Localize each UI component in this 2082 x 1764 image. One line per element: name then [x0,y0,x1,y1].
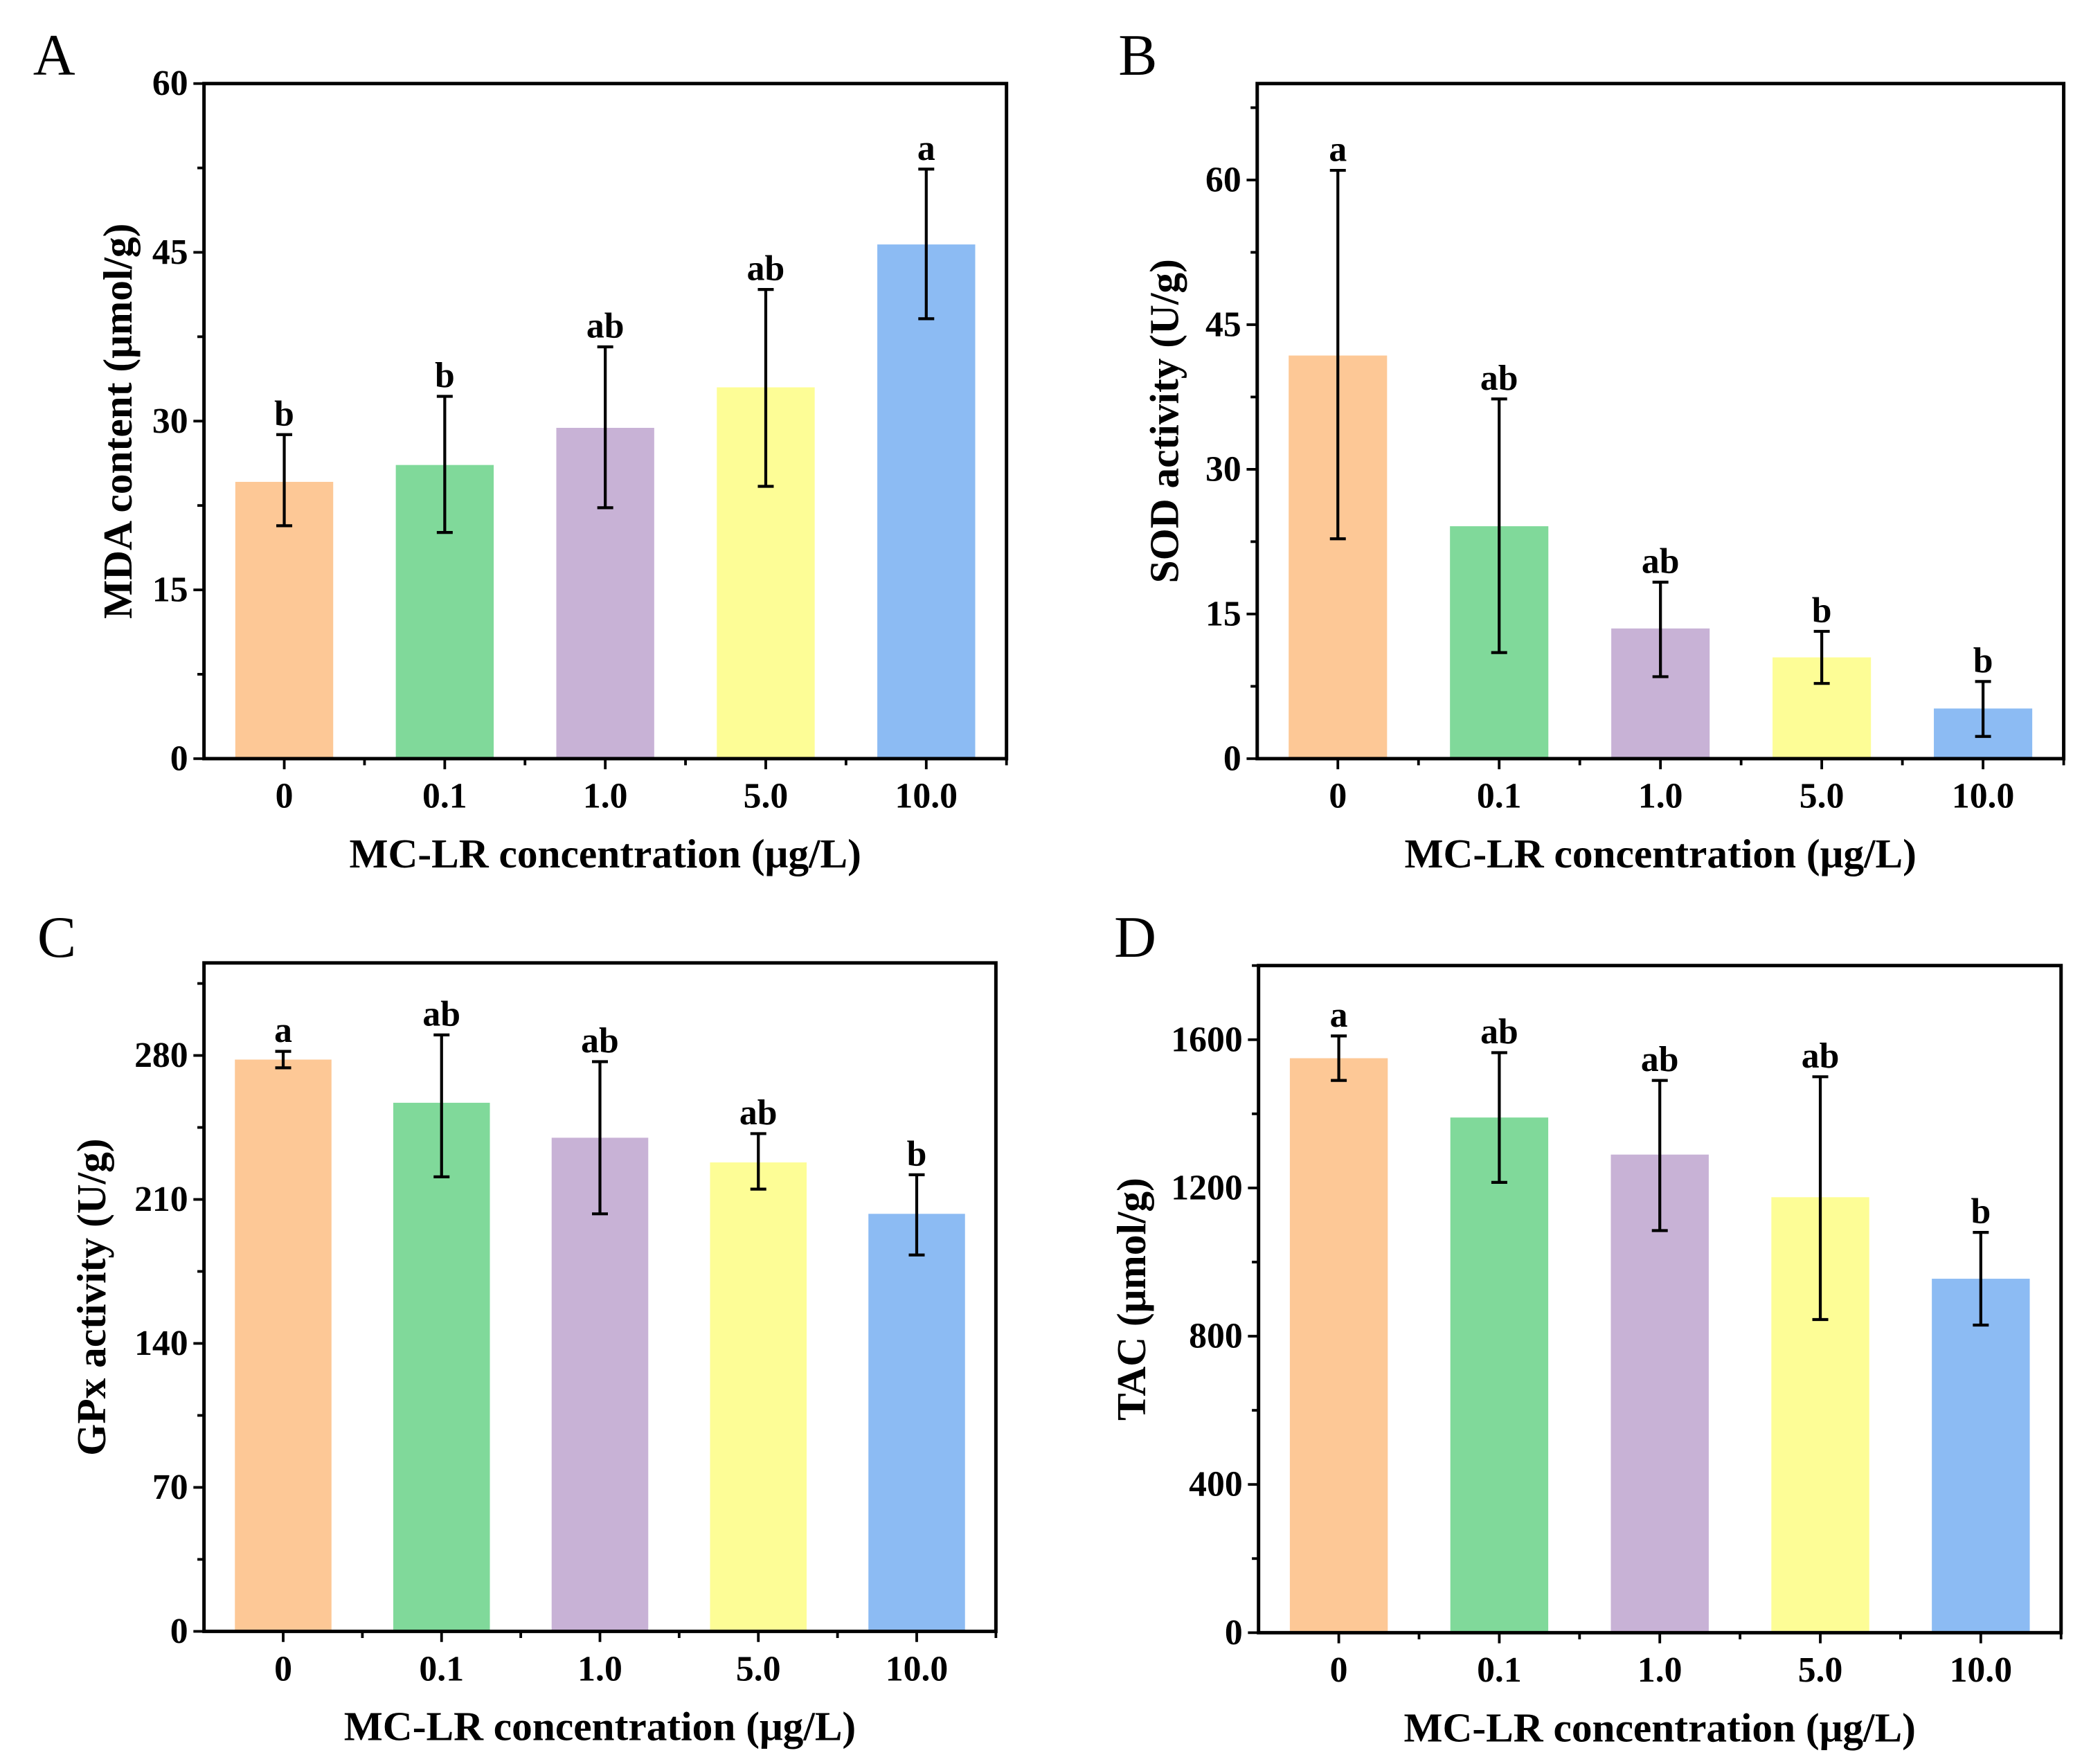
plot-frame [202,82,1009,761]
y-tick-label: 280 [134,1036,188,1075]
significance-label: b [1973,641,1993,681]
panel-B: Ba 0 ab 0.1 ab 1.0 b 5.0 b 10.0 0 15 30 45 60 MC-LR con… [1118,24,2066,876]
significance-label: ab [1641,1040,1679,1079]
x-tick-label: 5.0 [744,777,789,816]
significance-label: ab [422,994,460,1034]
x-tick-label: 0.1 [1477,1650,1522,1690]
x-axis-label: MC-LR concentration (μg/L) [349,831,861,876]
panel-label: B [1118,24,1157,88]
x-tick-label: 0.1 [1477,777,1522,816]
x-tick-label: 5.0 [1798,1650,1843,1690]
y-tick-label: 1600 [1171,1020,1242,1059]
x-tick-label: 10.0 [886,1649,949,1689]
y-tick-label: 15 [1205,594,1241,633]
y-tick-label: 0 [170,739,188,778]
y-tick-label: 45 [1205,305,1241,344]
significance-label: a [1329,130,1347,170]
y-axis-label: GPx activity (U/g) [69,1138,114,1455]
x-axis-label: MC-LR concentration (μg/L) [1404,831,1916,876]
significance-label: ab [747,249,785,289]
significance-label: b [907,1134,927,1173]
bar [1450,1117,1549,1633]
panel-label: D [1114,906,1156,970]
y-tick-label: 30 [1205,449,1241,489]
plot-frame [1257,964,2063,1635]
bar [1932,1279,2030,1633]
significance-label: ab [581,1021,619,1061]
bar [551,1137,649,1632]
panel-label: C [37,906,76,970]
plot-frame [202,961,998,1633]
y-tick-label: 70 [152,1468,188,1507]
y-tick-label: 210 [134,1180,188,1219]
significance-label: ab [586,307,625,346]
bar [235,1059,332,1632]
significance-label: ab [1802,1036,1840,1076]
x-tick-label: 0 [274,1649,292,1689]
y-tick-label: 1200 [1171,1168,1242,1207]
panel-A: Ab 0 b 0.1 ab 1.0 ab 5.0 a 10.0 0 15 30 45 60 MC-LR con… [33,24,1009,876]
bar [393,1102,490,1632]
significance-label: b [435,356,455,395]
y-tick-label: 140 [134,1324,188,1363]
x-tick-label: 1.0 [1638,777,1683,816]
x-tick-label: 10.0 [895,777,958,816]
panel-label: A [33,24,75,88]
y-tick-label: 60 [152,64,188,103]
bar [1610,1154,1709,1633]
significance-label: ab [1480,359,1518,398]
x-tick-label: 5.0 [736,1649,781,1689]
bar [1289,1058,1388,1633]
significance-label: ab [739,1093,778,1133]
significance-label: b [274,394,294,433]
significance-label: b [1971,1192,1991,1232]
panel-D: Da 0 ab 0.1 ab 1.0 ab 5.0 b 10.0 0 400 800 1200 1600 MC… [1109,906,2063,1750]
y-axis-label: TAC (μmol/g) [1109,1178,1154,1421]
x-tick-label: 5.0 [1800,777,1845,816]
x-axis-label: MC-LR concentration (μg/L) [1403,1704,1915,1750]
significance-label: ab [1480,1012,1518,1052]
y-tick-label: 60 [1205,161,1241,200]
bar [235,482,334,759]
significance-label: b [1812,591,1832,631]
y-tick-label: 15 [152,570,188,610]
x-tick-label: 1.0 [577,1649,622,1689]
significance-label: ab [1642,541,1680,581]
y-tick-label: 0 [1225,1613,1243,1653]
plot-frame [1255,82,2066,761]
x-tick-label: 1.0 [1637,1650,1682,1690]
y-tick-label: 0 [170,1612,188,1651]
y-axis-label: MDA content (μmol/g) [95,224,141,619]
y-tick-label: 800 [1189,1317,1243,1356]
x-axis-label: MC-LR concentration (μg/L) [344,1704,856,1749]
x-tick-label: 10.0 [1950,1650,2013,1690]
significance-label: a [917,129,935,168]
y-tick-label: 0 [1223,739,1241,778]
panel-C: Ca 0 ab 0.1 ab 1.0 ab 5.0 b 10.0 0 70 140 210 280 MC-LR… [37,906,998,1749]
x-tick-label: 0 [1330,1650,1348,1690]
bar [868,1214,965,1632]
x-tick-label: 0 [276,777,294,816]
bar [710,1162,807,1632]
x-tick-label: 0.1 [419,1649,464,1689]
x-tick-label: 0.1 [422,777,467,816]
x-tick-label: 10.0 [1952,777,2015,816]
significance-label: a [1330,996,1348,1035]
significance-label: a [274,1011,292,1050]
y-tick-label: 400 [1189,1465,1243,1504]
x-tick-label: 0 [1329,777,1347,816]
y-tick-label: 45 [152,233,188,272]
y-axis-label: SOD activity (U/g) [1142,259,1187,583]
bar [877,244,976,759]
y-tick-label: 30 [152,402,188,441]
x-tick-label: 1.0 [583,777,628,816]
